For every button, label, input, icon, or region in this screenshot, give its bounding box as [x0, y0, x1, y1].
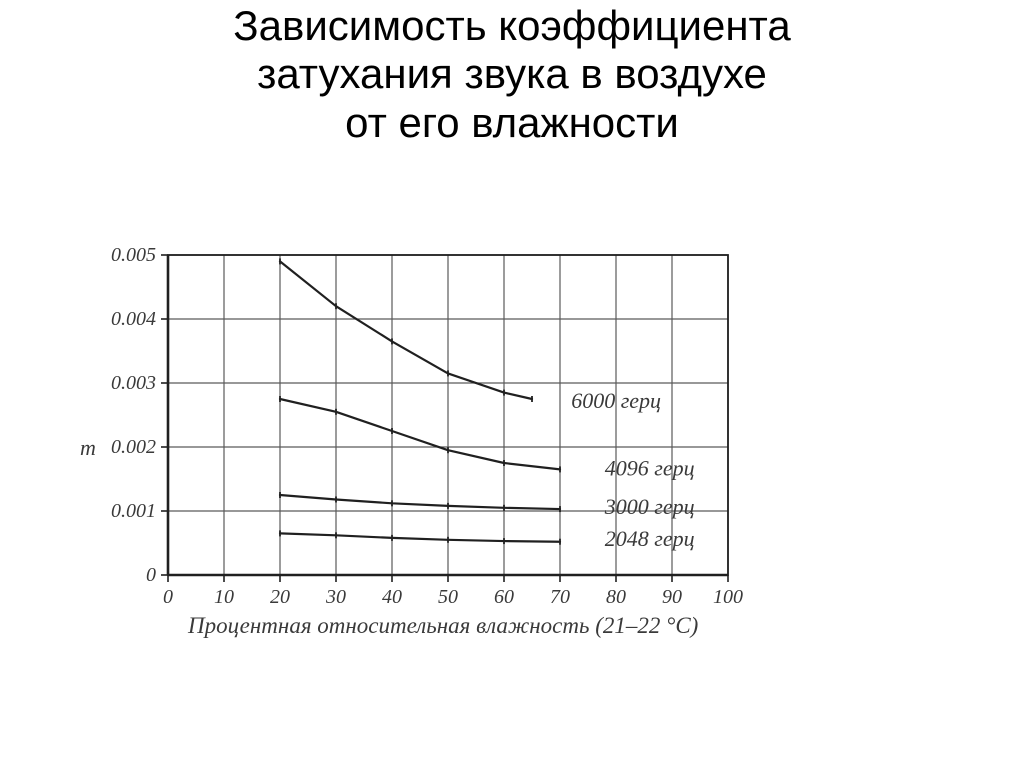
series-label: 3000 герц — [604, 494, 695, 519]
series-label: 4096 герц — [605, 455, 695, 480]
title-line-2: затухания звука в воздухе — [257, 50, 767, 97]
attenuation-chart: 0 0.001 0.002 0.003 0.004 0.005 0 10 20 30 40 50 60 7… — [60, 235, 964, 715]
x-tick-label: 80 — [606, 586, 626, 608]
x-tick-label: 50 — [438, 586, 458, 608]
chart-svg: 0 0.001 0.002 0.003 0.004 0.005 0 10 20 30 40 50 60 7… — [60, 235, 964, 715]
y-tick-label: 0.005 — [111, 244, 156, 266]
x-tick-label: 10 — [214, 586, 234, 608]
series-label: 2048 герц — [605, 526, 695, 551]
x-axis-label: Процентная относительная влажность (21–2… — [187, 613, 698, 638]
series-line — [280, 399, 560, 469]
y-tick-label: 0 — [146, 564, 156, 586]
series-label: 6000 герц — [571, 388, 661, 413]
page-title: Зависимость коэффициента затухания звука… — [0, 0, 1024, 147]
x-tick-label: 20 — [270, 586, 290, 608]
y-tick-label: 0.004 — [111, 308, 156, 330]
y-tick-label: 0.002 — [111, 436, 156, 458]
x-tick-label: 90 — [662, 586, 682, 608]
y-axis-label: m — [80, 435, 96, 460]
x-tick-label: 100 — [713, 586, 743, 608]
y-tick-label: 0.001 — [111, 500, 156, 522]
y-tick-label: 0.003 — [111, 372, 156, 394]
x-tick-label: 0 — [163, 586, 173, 608]
x-tick-label: 60 — [494, 586, 514, 608]
series-line — [280, 533, 560, 541]
series-line — [280, 261, 532, 399]
x-tick-label: 70 — [550, 586, 570, 608]
x-tick-label: 40 — [382, 586, 402, 608]
title-line-1: Зависимость коэффициента — [233, 2, 790, 49]
x-tick-label: 30 — [325, 586, 346, 608]
series-line — [280, 495, 560, 509]
title-line-3: от его влажности — [345, 99, 679, 146]
